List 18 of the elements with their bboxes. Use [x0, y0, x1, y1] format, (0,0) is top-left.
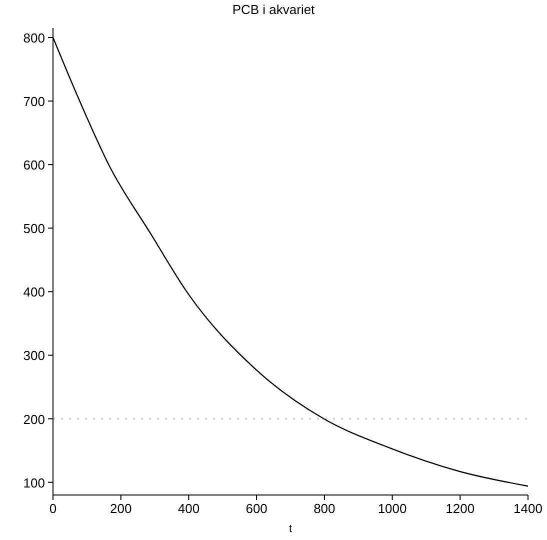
chart-title: PCB i akvariet: [232, 2, 316, 17]
x-tick-label: 400: [178, 501, 200, 516]
y-tick-label: 100: [23, 475, 45, 490]
x-tick-label: 1000: [378, 501, 407, 516]
y-tick-label: 800: [23, 30, 45, 46]
y-tick-label: 700: [23, 94, 45, 110]
y-tick-label: 200: [23, 412, 45, 427]
x-tick-label: 1200: [446, 501, 475, 516]
x-tick-label: 0: [49, 501, 57, 516]
y-tick-label: 600: [23, 158, 45, 173]
y-tick-label: 300: [23, 348, 45, 364]
x-tick-label: 1400: [514, 501, 542, 516]
y-tick-label: 500: [23, 221, 45, 236]
x-tick-label: 800: [314, 501, 336, 516]
x-axis-title: t: [288, 523, 292, 535]
x-tick-label: 600: [246, 501, 268, 516]
x-tick-label: 200: [110, 501, 132, 516]
y-tick-label: 400: [23, 284, 45, 300]
